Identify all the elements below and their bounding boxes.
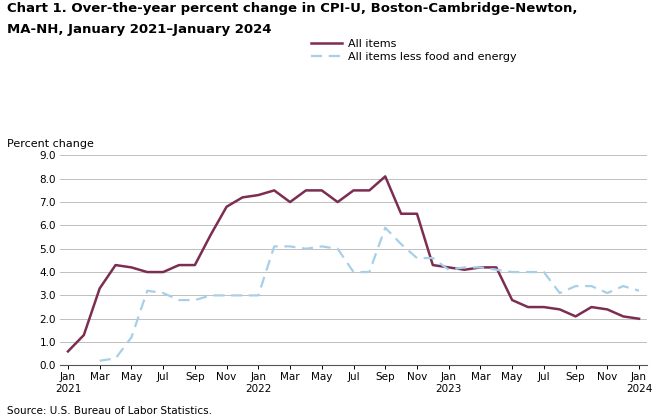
Text: MA-NH, January 2021–January 2024: MA-NH, January 2021–January 2024 (7, 23, 271, 36)
Text: Percent change: Percent change (7, 139, 93, 149)
Text: Chart 1. Over-the-year percent change in CPI-U, Boston-Cambridge-Newton,: Chart 1. Over-the-year percent change in… (7, 2, 577, 15)
Legend: All items, All items less food and energy: All items, All items less food and energ… (311, 39, 516, 62)
Text: Source: U.S. Bureau of Labor Statistics.: Source: U.S. Bureau of Labor Statistics. (7, 406, 211, 416)
